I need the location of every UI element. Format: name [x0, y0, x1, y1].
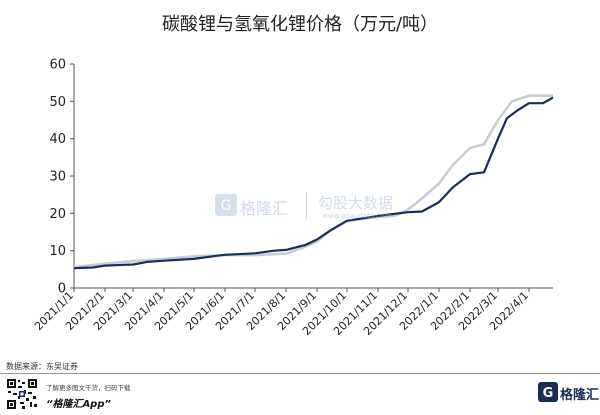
- watermark-divider: [306, 192, 307, 220]
- watermark-url: www.gogudata.com: [322, 212, 392, 220]
- series-line-1: [73, 96, 554, 270]
- brand-logo-icon: G: [538, 382, 558, 402]
- y-tick-label: 30: [49, 170, 66, 185]
- watermark-slogan: 勾股大数据: [318, 194, 394, 212]
- chart-series: [73, 94, 554, 270]
- line-chart: 0 10 20 30 40 50 60 2021/1/12021/2/12021/3/120…: [32, 58, 554, 338]
- footer-brand: 格隆汇: [560, 388, 600, 403]
- y-tick-label: 20: [49, 207, 66, 222]
- watermark-logo-icon: G: [215, 194, 237, 216]
- brand-logo-glyph: G: [543, 386, 554, 401]
- footer-promo: 了解更多图文干货，扫码下载: [46, 384, 131, 392]
- qr-code-icon[interactable]: [6, 378, 38, 410]
- y-tick-label: 40: [49, 132, 66, 147]
- x-axis-ticks: 2021/1/12021/2/12021/3/12021/4/12021/5/1…: [32, 288, 531, 338]
- y-axis-ticks: 0 10 20 30 40 50 60: [49, 58, 74, 297]
- watermark-logo-glyph: G: [221, 198, 232, 214]
- data-source: 数据来源：东吴证券: [6, 362, 78, 371]
- chart-title: 碳酸锂与氢氧化锂价格（万元/吨）: [161, 14, 439, 35]
- watermark-brand: 格隆汇: [240, 199, 289, 218]
- footer-app-name: “格隆汇App”: [46, 399, 111, 410]
- chart-axes: [73, 64, 553, 289]
- y-tick-label: 50: [49, 95, 66, 110]
- footer: 了解更多图文干货，扫码下载 “格隆汇App” G 格隆汇: [0, 373, 600, 415]
- y-tick-label: 10: [49, 244, 66, 259]
- y-tick-label: 60: [49, 58, 66, 73]
- footer-divider: [0, 373, 600, 374]
- y-tick-label: 0: [58, 282, 66, 297]
